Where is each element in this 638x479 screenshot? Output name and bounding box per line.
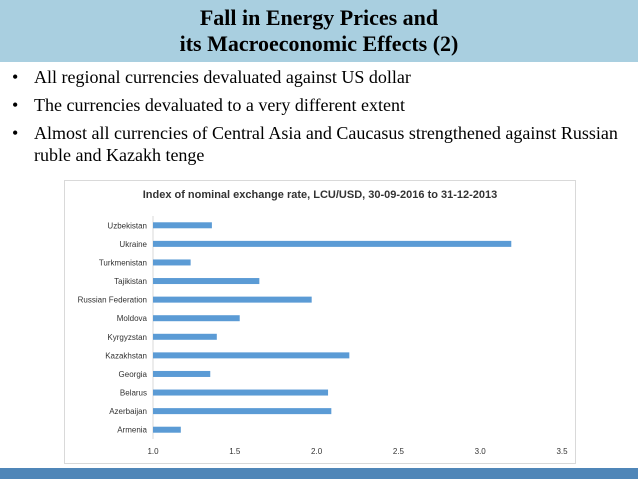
bar — [153, 222, 212, 229]
bullet-item: • Almost all currencies of Central Asia a… — [10, 122, 630, 166]
bullet-text: The currencies devaluated to a very diff… — [34, 95, 405, 115]
category-label: Russian Federation — [78, 296, 147, 305]
exchange-rate-chart: Index of nominal exchange rate, LCU/USD,… — [64, 180, 576, 464]
bar — [153, 408, 332, 415]
plot-area: Uzbekistan Ukraine Turkmenistan Tajikistan R… — [78, 216, 568, 456]
category-label: Kazakhstan — [105, 351, 147, 360]
bullet-text: All regional currencies devaluated again… — [34, 67, 411, 87]
bar — [153, 426, 181, 433]
category-label: Georgia — [119, 370, 148, 379]
bottom-bar — [0, 468, 638, 479]
bullet-list: • All regional currencies devaluated agai… — [10, 66, 630, 172]
x-tick-label: 1.0 — [147, 447, 159, 456]
x-tick-label: 2.0 — [311, 447, 323, 456]
category-label: Ukraine — [119, 240, 147, 249]
bullet-marker: • — [12, 95, 19, 115]
bar — [153, 333, 217, 340]
bullet-item: • The currencies devaluated to a very dif… — [10, 94, 630, 116]
bar — [153, 259, 191, 266]
category-label: Kyrgyzstan — [107, 333, 147, 342]
title-bar: Fall in Energy Prices and its Macroecono… — [0, 0, 638, 62]
x-tick-label: 1.5 — [229, 447, 241, 456]
category-label: Moldova — [117, 314, 148, 323]
x-tick-label: 3.5 — [556, 447, 568, 456]
bar — [153, 352, 350, 359]
category-label: Armenia — [117, 426, 147, 435]
slide-title-line-1: Fall in Energy Prices and — [199, 5, 439, 30]
bar — [153, 296, 312, 303]
chart-svg: Index of nominal exchange rate, LCU/USD,… — [78, 189, 568, 456]
slide-title-line-2: its Macroeconomic Effects (2) — [179, 31, 459, 56]
bar — [153, 240, 512, 247]
category-label: Tajikistan — [114, 277, 147, 286]
bullet-text: Almost all currencies of Central Asia an… — [34, 123, 618, 165]
bar — [153, 278, 260, 285]
bullet-item: • All regional currencies devaluated agai… — [10, 66, 630, 88]
x-tick-label: 3.0 — [475, 447, 487, 456]
bar — [153, 370, 211, 377]
category-label: Uzbekistan — [107, 221, 147, 230]
bar — [153, 389, 329, 396]
bullet-marker: • — [12, 123, 19, 143]
category-label: Belarus — [120, 389, 147, 398]
category-label: Turkmenistan — [99, 258, 147, 267]
bar — [153, 315, 240, 322]
chart-title: Index of nominal exchange rate, LCU/USD,… — [143, 189, 498, 201]
bullet-marker: • — [12, 67, 19, 87]
x-tick-label: 2.5 — [393, 447, 405, 456]
category-label: Azerbaijan — [109, 407, 147, 416]
